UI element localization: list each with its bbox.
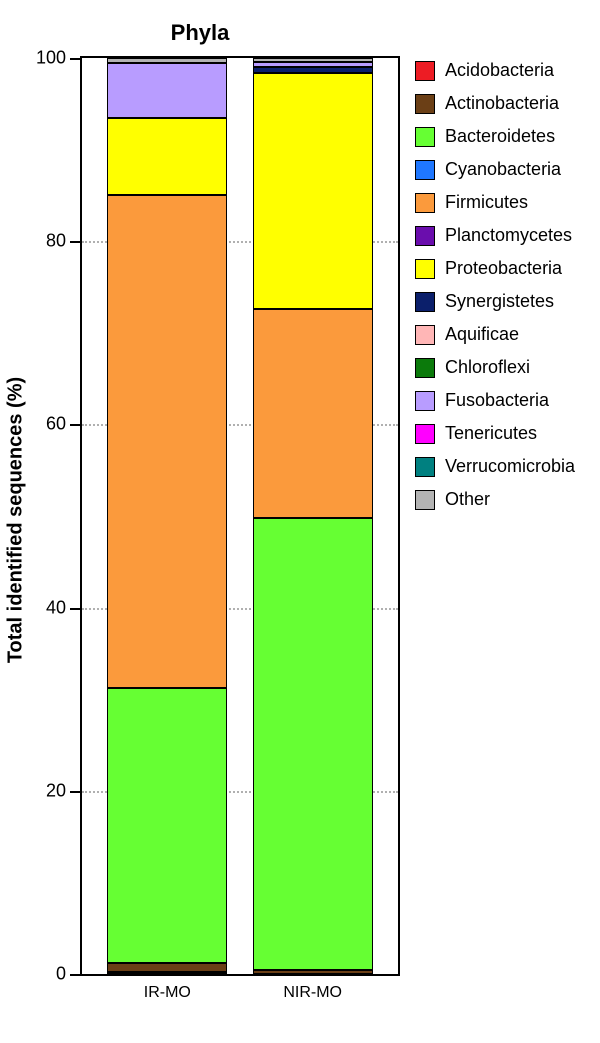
bar-segment — [253, 309, 373, 518]
y-tick — [70, 791, 80, 793]
legend-swatch — [415, 127, 435, 147]
y-tick — [70, 58, 80, 60]
bar-segment — [253, 518, 373, 971]
legend-item: Tenericutes — [415, 423, 575, 444]
chart-title: Phyla — [0, 20, 400, 46]
bar-segment — [107, 118, 227, 196]
bar — [107, 58, 227, 974]
legend-item: Verrucomicrobia — [415, 456, 575, 477]
y-tick-label: 40 — [46, 597, 66, 618]
legend-swatch — [415, 457, 435, 477]
bar-segment — [253, 67, 373, 72]
bar-segment — [107, 963, 227, 972]
legend-item: Firmicutes — [415, 192, 575, 213]
y-tick — [70, 974, 80, 976]
legend-label: Tenericutes — [445, 423, 537, 444]
legend-item: Bacteroidetes — [415, 126, 575, 147]
bar — [253, 58, 373, 974]
bar-segment — [253, 73, 373, 309]
y-tick — [70, 241, 80, 243]
legend-item: Proteobacteria — [415, 258, 575, 279]
legend-swatch — [415, 94, 435, 114]
y-tick-label: 0 — [56, 964, 66, 985]
legend-label: Bacteroidetes — [445, 126, 555, 147]
bar-segment — [253, 970, 373, 974]
plot-area: 020406080100IR-MONIR-MO — [80, 56, 400, 976]
legend-item: Chloroflexi — [415, 357, 575, 378]
legend-swatch — [415, 61, 435, 81]
legend-item: Fusobacteria — [415, 390, 575, 411]
bar-segment — [107, 63, 227, 118]
legend-item: Other — [415, 489, 575, 510]
legend-swatch — [415, 424, 435, 444]
bar-segment — [107, 972, 227, 974]
y-tick-label: 80 — [46, 231, 66, 252]
x-tick-label: NIR-MO — [283, 984, 342, 1002]
legend-label: Aquificae — [445, 324, 519, 345]
legend-swatch — [415, 358, 435, 378]
legend-item: Cyanobacteria — [415, 159, 575, 180]
y-tick-label: 20 — [46, 780, 66, 801]
legend-swatch — [415, 259, 435, 279]
x-tick-label: IR-MO — [144, 984, 191, 1002]
legend-swatch — [415, 160, 435, 180]
legend-label: Acidobacteria — [445, 60, 554, 81]
y-tick — [70, 424, 80, 426]
legend-label: Firmicutes — [445, 192, 528, 213]
legend-swatch — [415, 292, 435, 312]
legend-label: Proteobacteria — [445, 258, 562, 279]
legend-swatch — [415, 325, 435, 345]
legend-label: Other — [445, 489, 490, 510]
y-tick-label: 100 — [36, 48, 66, 69]
legend-label: Cyanobacteria — [445, 159, 561, 180]
y-tick — [70, 608, 80, 610]
legend-item: Planctomycetes — [415, 225, 575, 246]
legend-item: Synergistetes — [415, 291, 575, 312]
bar-segment — [107, 58, 227, 63]
y-tick-label: 60 — [46, 414, 66, 435]
legend-item: Actinobacteria — [415, 93, 575, 114]
legend-label: Chloroflexi — [445, 357, 530, 378]
legend-swatch — [415, 490, 435, 510]
legend-label: Verrucomicrobia — [445, 456, 575, 477]
legend-swatch — [415, 193, 435, 213]
y-axis-title: Total identified sequences (%) — [5, 377, 28, 663]
chart-page: Phyla Total identified sequences (%) 020… — [0, 0, 600, 1043]
bar-segment — [107, 195, 227, 688]
legend: Acidobacteria Actinobacteria Bacteroidetes… — [415, 60, 575, 522]
bar-segment — [107, 688, 227, 963]
legend-swatch — [415, 391, 435, 411]
legend-label: Actinobacteria — [445, 93, 559, 114]
legend-label: Planctomycetes — [445, 225, 572, 246]
legend-item: Aquificae — [415, 324, 575, 345]
bar-segment — [253, 58, 373, 62]
legend-item: Acidobacteria — [415, 60, 575, 81]
legend-label: Fusobacteria — [445, 390, 549, 411]
legend-swatch — [415, 226, 435, 246]
legend-label: Synergistetes — [445, 291, 554, 312]
bar-segment — [253, 62, 373, 67]
